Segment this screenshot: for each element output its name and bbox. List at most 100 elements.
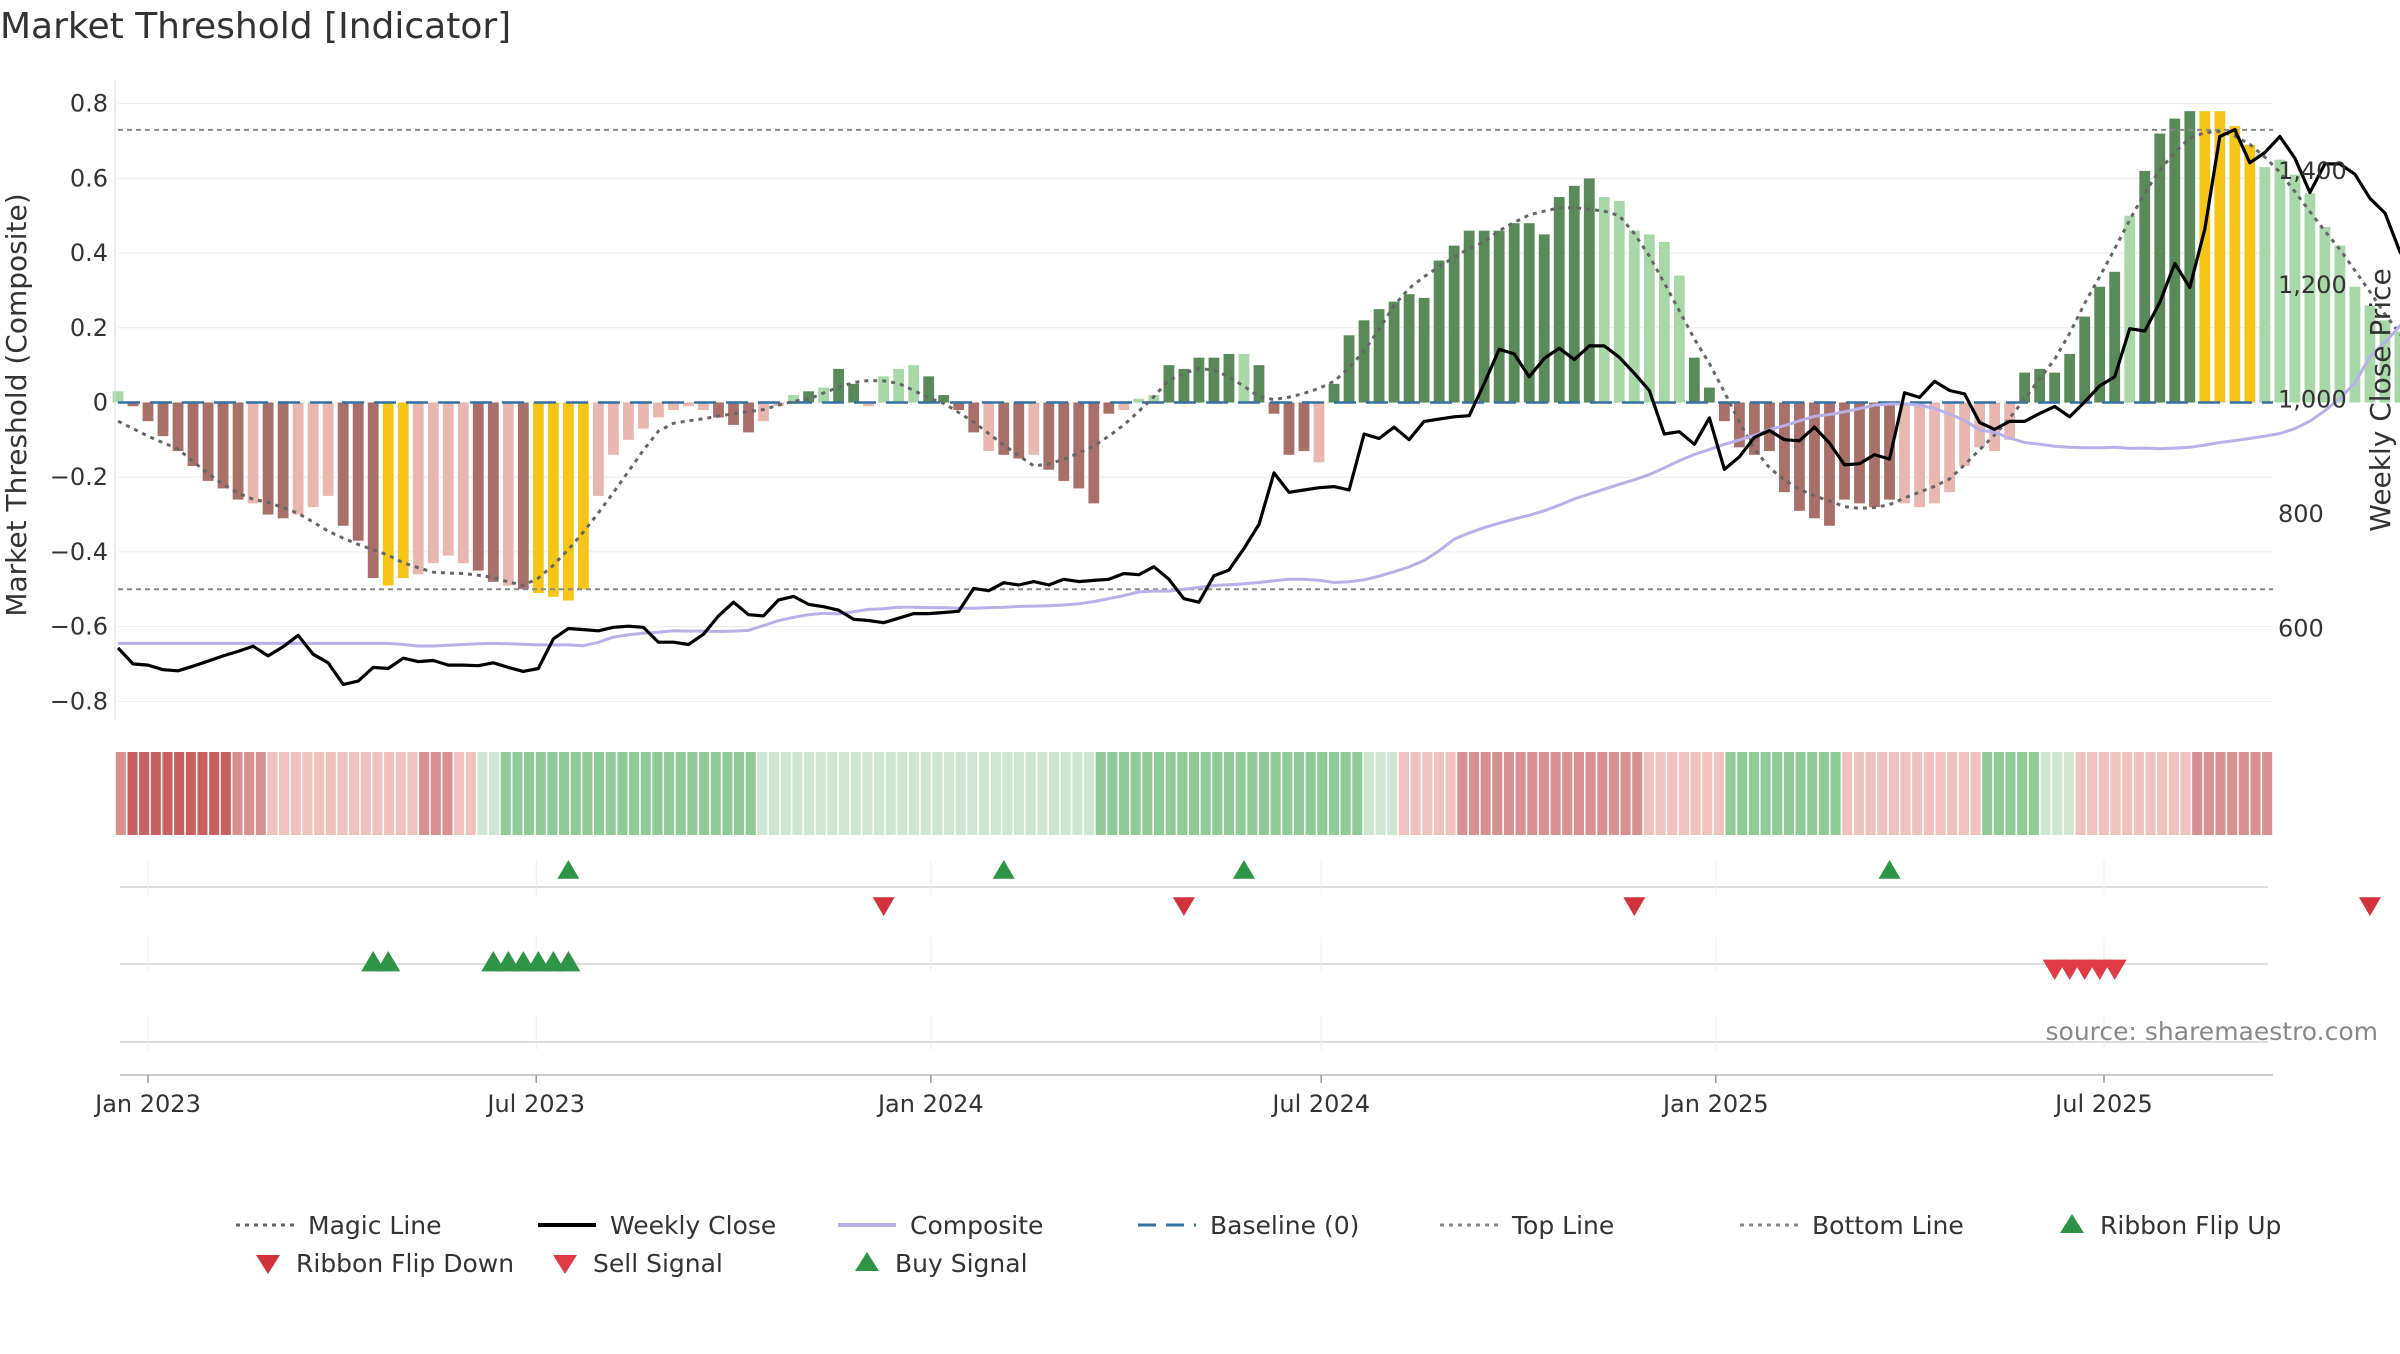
ribbon-cell [1947,752,1958,835]
ribbon-cell [524,752,535,835]
ribbon-cell [535,752,546,835]
ribbon-cell [850,752,861,835]
composite-bar [2289,174,2301,403]
composite-bar [562,402,574,601]
ribbon-cell [1725,752,1736,835]
ribbon-cell [290,752,301,835]
composite-bar [653,402,664,418]
ribbon-cell [255,752,266,835]
composite-bar [1013,402,1025,459]
composite-bar [938,395,950,403]
composite-bar [863,402,875,407]
buy-signal-marker [496,951,521,972]
legend-item: Sell Signal [553,1249,723,1278]
ribbon-cell [442,752,453,835]
ribbon-cell [1608,752,1619,835]
ribbon-cell [1912,752,1923,835]
composite-bar [2319,226,2331,403]
ribbon-cell [1935,752,1946,835]
composite-bar [112,391,124,403]
ribbon-cell [815,752,826,835]
ribbon-cell [909,752,920,835]
composite-bar [457,402,469,564]
ribbon-cell [745,752,756,835]
ribbon-cell [827,752,838,835]
composite-bar [157,402,169,437]
ribbon-cell [1457,752,1468,835]
ribbon-cell [1352,752,1363,835]
ribbon-cell [2145,752,2156,835]
ribbon-cell [1328,752,1340,835]
ribbon-cell [1678,752,1689,835]
legend-item: Baseline (0) [1138,1211,1359,1240]
magic-line [117,129,2400,588]
x-tick-label: Jan 2023 [93,1090,201,1118]
composite-bar [1328,383,1340,403]
composite-bar [1974,402,1986,448]
composite-bar [893,368,905,403]
composite-bar [1118,402,1130,410]
composite-bar [2349,286,2361,403]
composite-bar [337,402,349,526]
composite-bar [728,402,739,425]
composite-bar [1448,245,1460,403]
ribbon-cell [839,752,850,835]
composite-bar [1133,398,1145,403]
legend-label: Baseline (0) [1210,1211,1359,1240]
ribbon-cell [2180,752,2191,835]
composite-bar [1463,230,1475,403]
composite-bar [2229,126,2241,403]
composite-bar [1613,200,1625,403]
composite-bar [2124,215,2136,403]
ribbon-cell [1783,752,1794,835]
ribbon-cell [1772,752,1783,835]
y2-tick-label: 800 [2278,500,2324,528]
composite-bar [953,402,965,410]
ribbon-cell [1060,752,1071,835]
ribbon-cell [2227,752,2238,835]
x-tick-label: Jul 2025 [2053,1090,2153,1118]
composite-bar [908,365,920,403]
ribbon-cell [722,752,733,835]
composite-bar [247,402,259,504]
composite-bar [968,402,980,433]
composite-bar [2394,331,2400,403]
composite-bar [2034,368,2046,403]
ribbon-cell [967,752,978,835]
composite-bar [2244,144,2256,403]
composite-bar [472,402,484,571]
legend-label: Composite [910,1211,1043,1240]
ribbon-cell [1165,752,1176,835]
ribbon-cell [1573,752,1584,835]
composite-bar [532,402,544,593]
legend-item: Ribbon Flip Down [256,1249,514,1278]
ribbon-cell [1223,752,1235,835]
composite-bar [818,387,829,403]
ribbon-cell [804,752,815,835]
y-tick-label: 0.8 [70,90,108,118]
composite-bar [1899,402,1910,504]
composite-bar [2274,159,2286,403]
composite-bar [1298,402,1310,452]
ribbon-cell [162,752,173,835]
legend-label: Buy Signal [895,1249,1028,1278]
ribbon-cell [955,752,966,835]
composite-bar [352,402,364,541]
legend-item: Top Line [1440,1211,1614,1240]
composite-bar [1208,357,1220,403]
composite-bar [1583,178,1595,403]
composite-bar [848,383,860,403]
composite-bar [187,402,199,466]
ribbon-cell [932,752,943,835]
ribbon-cell [1923,752,1934,835]
ribbon-cell [792,752,803,835]
composite-bar [277,402,289,519]
ribbon-cell [664,752,675,835]
ribbon-cell [2192,752,2203,835]
ribbon-cell [710,752,721,835]
composite-bar [638,402,649,429]
ribbon-cell [1655,752,1666,835]
ribbon-cell [1200,752,1211,835]
composite-bar [1238,353,1250,403]
composite-bar [1253,365,1265,403]
